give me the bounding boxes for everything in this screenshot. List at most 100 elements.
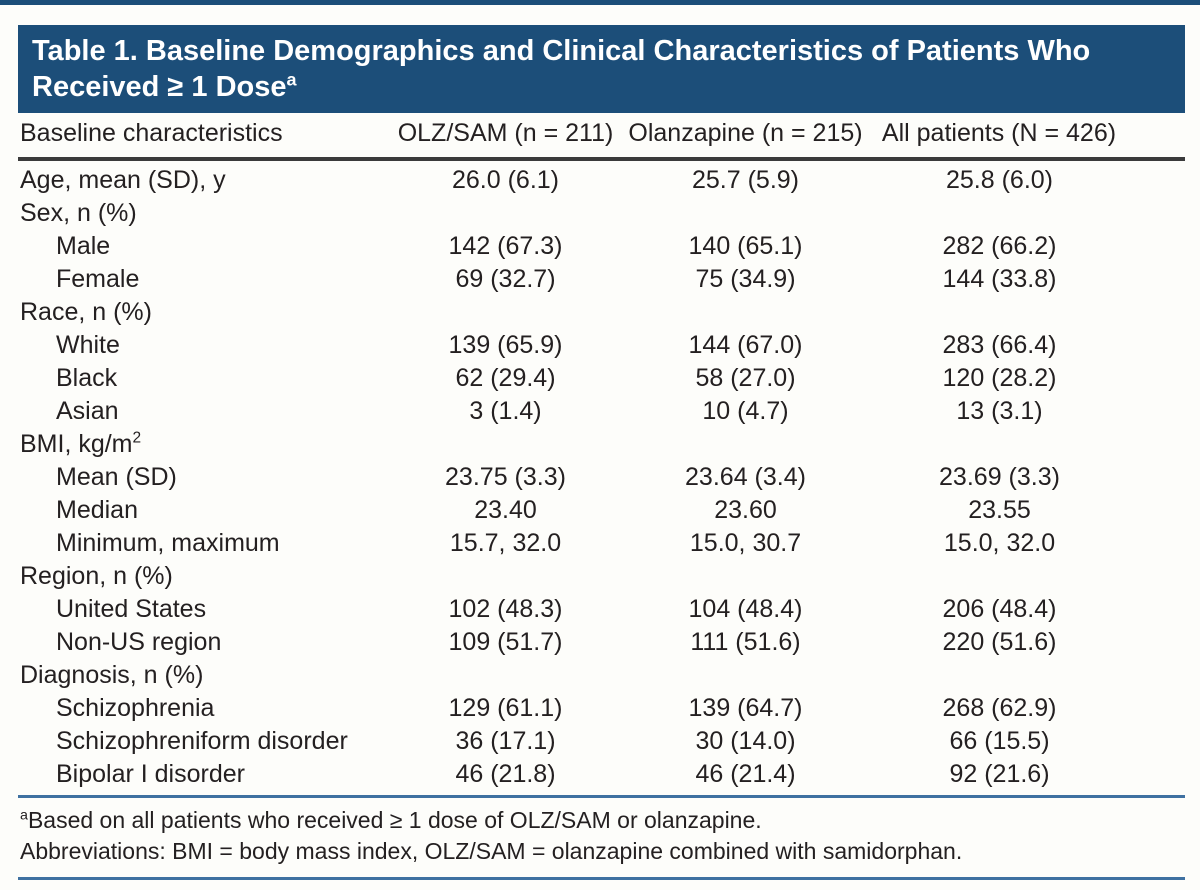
row-label: Black	[56, 364, 118, 392]
row-value: 139 (64.7)	[688, 694, 803, 722]
row-value	[868, 659, 1185, 692]
row-value: 23.40	[474, 496, 537, 524]
row-value: 23.69 (3.3)	[939, 463, 1060, 491]
row-value: 283 (66.4)	[942, 331, 1057, 359]
row-value: 58 (27.0)	[695, 364, 796, 392]
table-row: Schizophrenia 129 (61.1) 139 (64.7) 268 (62…	[18, 692, 1185, 725]
table-row: Region, n (%)	[18, 560, 1185, 593]
row-value: 23.60	[714, 496, 777, 524]
table-row: Schizophreniform disorder 36 (17.1) 30 (14…	[18, 725, 1185, 758]
footnote-abbreviations: Abbreviations: BMI = body mass index, OL…	[20, 836, 1183, 867]
footnote-abbreviations-text: Abbreviations: BMI = body mass index, OL…	[20, 838, 963, 864]
top-accent-strip	[0, 0, 1200, 5]
row-value: 69 (32.7)	[455, 265, 556, 293]
row-label: Age, mean (SD), y	[20, 166, 226, 194]
row-value	[388, 428, 623, 461]
row-value: 268 (62.9)	[942, 694, 1057, 722]
row-value: 25.7 (5.9)	[691, 166, 799, 194]
table-figure: Table 1. Baseline Demographics and Clini…	[18, 25, 1185, 880]
row-value: 282 (66.2)	[942, 232, 1057, 260]
row-value	[623, 428, 868, 461]
row-label: Region, n (%)	[20, 562, 173, 590]
row-label: Male	[56, 232, 111, 260]
row-label: Sex, n (%)	[20, 199, 137, 227]
table-row: Diagnosis, n (%)	[18, 659, 1185, 692]
row-value: 66 (15.5)	[949, 727, 1050, 755]
row-value: 23.64 (3.4)	[685, 463, 806, 491]
row-value: 109 (51.7)	[448, 628, 563, 656]
footnote-a-text: Based on all patients who received ≥ 1 d…	[27, 807, 762, 833]
row-label: Race, n (%)	[20, 298, 152, 326]
table-header-row: Baseline characteristics OLZ/SAM (n = 21…	[18, 113, 1185, 161]
table-row: Bipolar I disorder 46 (21.8) 46 (21.4) 92 (…	[18, 758, 1185, 798]
row-label: Asian	[56, 397, 119, 425]
table-title-footnote-marker: a	[286, 69, 297, 90]
table-row: Age, mean (SD), y 26.0 (6.1) 25.7 (5.9) 25.…	[18, 159, 1185, 197]
row-value: 140 (65.1)	[688, 232, 803, 260]
column-header-olanzapine: Olanzapine (n = 215)	[623, 113, 868, 161]
row-value: 23.55	[968, 496, 1031, 524]
row-value: 23.75 (3.3)	[445, 463, 566, 491]
table-row: United States 102 (48.3) 104 (48.4) 206 (48…	[18, 593, 1185, 626]
row-value: 206 (48.4)	[942, 595, 1057, 623]
row-label: Schizophreniform disorder	[56, 727, 348, 755]
row-value: 129 (61.1)	[448, 694, 563, 722]
table-row: Median 23.40 23.60 23.55	[18, 494, 1185, 527]
row-label: United States	[56, 595, 207, 623]
table-row: Black 62 (29.4) 58 (27.0) 120 (28.2)	[18, 362, 1185, 395]
table-body: Age, mean (SD), y 26.0 (6.1) 25.7 (5.9) 25.…	[18, 159, 1185, 798]
row-value: 30 (14.0)	[695, 727, 796, 755]
row-value: 15.0, 32.0	[943, 529, 1056, 557]
table-footnotes: aBased on all patients who received ≥ 1 …	[18, 798, 1185, 880]
row-value: 15.0, 30.7	[689, 529, 802, 557]
table-row: Minimum, maximum 15.7, 32.0 15.0, 30.7 15.0…	[18, 527, 1185, 560]
row-value: 144 (67.0)	[688, 331, 803, 359]
row-label: Non-US region	[56, 628, 222, 656]
row-value: 120 (28.2)	[942, 364, 1057, 392]
footnote-a-marker: a	[20, 807, 28, 824]
table-header: Baseline characteristics OLZ/SAM (n = 21…	[18, 113, 1185, 161]
table-row: Sex, n (%)	[18, 197, 1185, 230]
table-row: Race, n (%)	[18, 296, 1185, 329]
table-title-line2: Received ≥ 1 Dosea	[32, 69, 1171, 105]
row-value: 3 (1.4)	[469, 397, 542, 425]
table-row: Asian 3 (1.4) 10 (4.7) 13 (3.1)	[18, 395, 1185, 428]
row-value: 10 (4.7)	[702, 397, 789, 425]
row-value: 46 (21.4)	[623, 758, 868, 798]
table-title-line2-text: Received ≥ 1 Dose	[32, 71, 287, 103]
row-label-superscript: 2	[132, 429, 142, 447]
row-label: White	[56, 331, 120, 359]
row-value	[623, 560, 868, 593]
row-value: 104 (48.4)	[688, 595, 803, 623]
row-value: 36 (17.1)	[455, 727, 556, 755]
row-value: 46 (21.8)	[388, 758, 623, 798]
row-label: Diagnosis, n (%)	[20, 661, 204, 689]
table-row: Male 142 (67.3) 140 (65.1) 282 (66.2)	[18, 230, 1185, 263]
table-row: Non-US region 109 (51.7) 111 (51.6) 220 (51…	[18, 626, 1185, 659]
row-value	[388, 560, 623, 593]
row-label: Median	[56, 496, 138, 524]
table-row: Female 69 (32.7) 75 (34.9) 144 (33.8)	[18, 263, 1185, 296]
row-value: 92 (21.6)	[868, 758, 1185, 798]
row-value	[868, 560, 1185, 593]
row-label: Schizophrenia	[56, 694, 215, 722]
footnote-a: aBased on all patients who received ≥ 1 …	[20, 805, 1183, 836]
row-value	[388, 197, 623, 230]
row-value	[388, 296, 623, 329]
row-value: 25.8 (6.0)	[945, 166, 1053, 194]
row-label: Female	[56, 265, 140, 293]
row-value: 62 (29.4)	[455, 364, 556, 392]
table-title-line1: Table 1. Baseline Demographics and Clini…	[32, 35, 1091, 67]
row-value	[868, 197, 1185, 230]
row-value: 26.0 (6.1)	[451, 166, 559, 194]
table-row: Mean (SD) 23.75 (3.3) 23.64 (3.4) 23.69 (3.…	[18, 461, 1185, 494]
row-label: Minimum, maximum	[56, 529, 280, 557]
row-value: 144 (33.8)	[942, 265, 1057, 293]
column-header-all-patients: All patients (N = 426)	[868, 113, 1185, 161]
row-value	[623, 659, 868, 692]
row-value: 111 (51.6)	[690, 628, 801, 656]
row-value	[868, 296, 1185, 329]
row-value: 220 (51.6)	[942, 628, 1057, 656]
column-header-baseline-characteristics: Baseline characteristics	[18, 113, 388, 161]
